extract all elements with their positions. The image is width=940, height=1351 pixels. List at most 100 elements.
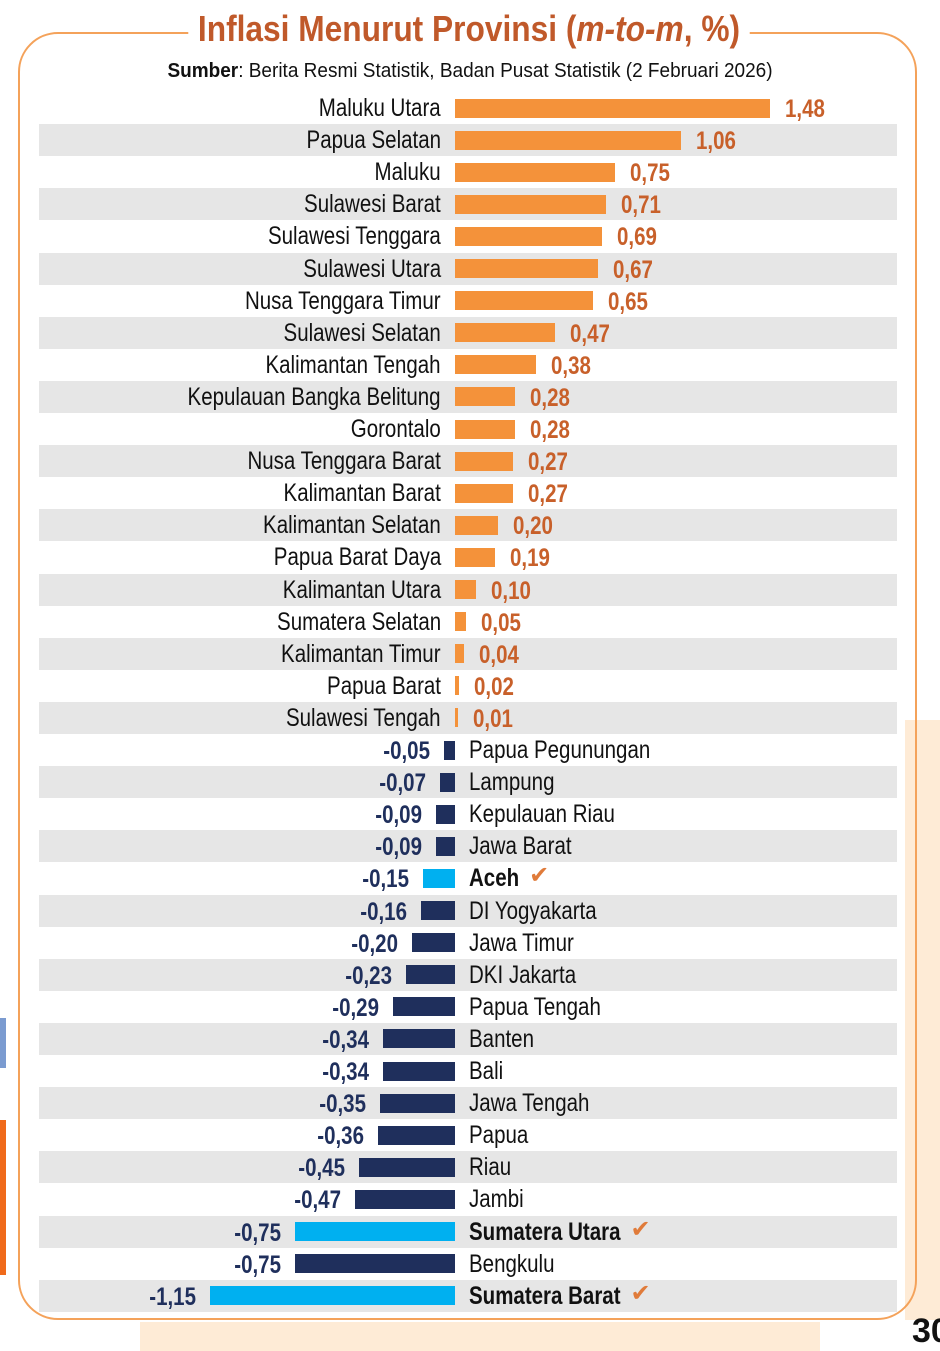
value-label: -0,47 [294, 1186, 341, 1215]
category-label: Papua Selatan [306, 126, 441, 155]
value-label: -0,75 [234, 1218, 282, 1247]
category-label: Kalimantan Barat [283, 479, 441, 508]
bar-gorontalo [455, 419, 515, 439]
category-label: Papua Pegunungan [469, 736, 651, 764]
value-label: -0,45 [298, 1154, 346, 1183]
row-band [39, 958, 897, 991]
category-label: Maluku Utara [319, 94, 441, 122]
bar-sulawesi-utara [455, 259, 598, 278]
category-label: Kalimantan Tengah [265, 350, 441, 379]
category-label: Sulawesi Tenggara [268, 222, 441, 251]
bar-kalimantan-utara [455, 580, 477, 599]
value-label: 0,20 [512, 512, 553, 541]
value-label: -0,34 [321, 1025, 369, 1054]
value-label: 0,19 [510, 544, 551, 573]
bar-bengkulu [295, 1254, 455, 1274]
category-label: Sumatera Selatan [276, 607, 441, 636]
value-label: -0,34 [321, 1058, 369, 1086]
value-label: -0,16 [360, 897, 407, 926]
category-label: Bali [469, 1057, 504, 1085]
row-band [39, 1087, 897, 1120]
checkmark-icon: ✔︎ [529, 862, 550, 890]
value-label: 0,28 [529, 416, 570, 444]
bar-sumatera-barat [210, 1286, 455, 1306]
background-stripe [140, 1322, 820, 1351]
value-label: 0,05 [480, 608, 521, 637]
bar-sumatera-utara [295, 1222, 455, 1241]
category-label: Jawa Tengah [469, 1089, 590, 1118]
category-label: Nusa Tenggara Timur [245, 286, 441, 315]
category-label: Kepulauan Riau [469, 800, 615, 829]
value-label: -0,23 [345, 961, 393, 990]
category-label: Jawa Barat [469, 832, 572, 861]
title-end: , %) [683, 8, 741, 49]
bar-kepulauan-bangka-belitung [455, 387, 515, 407]
bar-jawa-timur [412, 933, 455, 953]
value-label: 0,67 [612, 255, 653, 284]
row-band [39, 701, 897, 734]
value-label: 0,04 [478, 640, 519, 669]
value-label: 0,69 [616, 223, 657, 252]
value-label: -0,05 [383, 737, 431, 765]
category-label: Lampung [469, 768, 555, 797]
category-label: DI Yogyakarta [469, 896, 597, 925]
bar-jawa-barat [435, 836, 455, 856]
bar-papua [378, 1125, 455, 1145]
bar-lampung [440, 772, 455, 792]
bar-bali [382, 1061, 455, 1081]
bar-riau [359, 1157, 455, 1177]
value-label: 0,47 [570, 319, 611, 348]
category-label: Kalimantan Utara [282, 575, 441, 604]
category-label: Gorontalo [350, 415, 441, 443]
category-label: Jambi [469, 1185, 524, 1214]
value-label: 1,06 [695, 127, 736, 156]
value-label: -0,09 [375, 833, 422, 862]
bar-jawa-tengah [380, 1093, 455, 1113]
category-label: Sulawesi Selatan [283, 318, 441, 347]
page-number: 30 [912, 1312, 940, 1350]
value-label: -0,09 [375, 801, 422, 830]
value-label: 0,01 [472, 704, 513, 733]
bar-maluku [455, 162, 615, 182]
category-label: Banten [469, 1024, 534, 1053]
bar-sumatera-selatan [455, 612, 466, 632]
bar-banten [382, 1029, 455, 1049]
bar-papua-selatan [455, 130, 681, 150]
value-label: -0,15 [362, 865, 410, 894]
category-label: Riau [469, 1153, 512, 1182]
category-label: Kalimantan Timur [281, 639, 441, 668]
row-band [39, 1215, 897, 1248]
category-label: Sulawesi Barat [304, 190, 441, 219]
category-label: Sulawesi Tengah [286, 703, 441, 732]
value-label: 1,48 [785, 95, 826, 123]
value-label: -0,36 [317, 1122, 365, 1151]
bar-sulawesi-tenggara [455, 226, 602, 246]
bar-nusa-tenggara-timur [455, 291, 594, 311]
value-label: -0,20 [351, 929, 399, 958]
value-label: -0,75 [234, 1250, 282, 1279]
row-band [39, 1022, 897, 1055]
bar-kalimantan-barat [455, 483, 513, 503]
bar-sulawesi-selatan [455, 323, 556, 343]
value-label: 0,10 [491, 576, 532, 605]
value-label: 0,75 [629, 159, 670, 188]
chart-frame [18, 32, 917, 1320]
category-label: Aceh [469, 864, 520, 893]
checkmark-icon: ✔︎ [630, 1215, 651, 1243]
title-italic: m-to-m [576, 8, 684, 49]
source-label: Sumber [167, 60, 239, 82]
left-edge-decoration [0, 1018, 6, 1068]
bar-sulawesi-barat [455, 194, 607, 214]
source-text: : Berita Resmi Statistik, Badan Pusat St… [238, 60, 773, 82]
source-line: Sumber: Berita Resmi Statistik, Badan Pu… [24, 60, 917, 83]
bar-di-yogyakarta [420, 901, 455, 920]
category-label: Papua Barat Daya [273, 543, 441, 572]
bar-papua-pegunungan [444, 740, 455, 760]
row-band [39, 1151, 897, 1184]
category-label: Kepulauan Bangka Belitung [187, 382, 441, 411]
value-label: 0,38 [550, 351, 591, 380]
background-stripe [905, 720, 940, 1320]
row-band [39, 1279, 897, 1312]
bar-sulawesi-tengah [455, 708, 458, 728]
bar-kepulauan-riau [435, 804, 455, 824]
